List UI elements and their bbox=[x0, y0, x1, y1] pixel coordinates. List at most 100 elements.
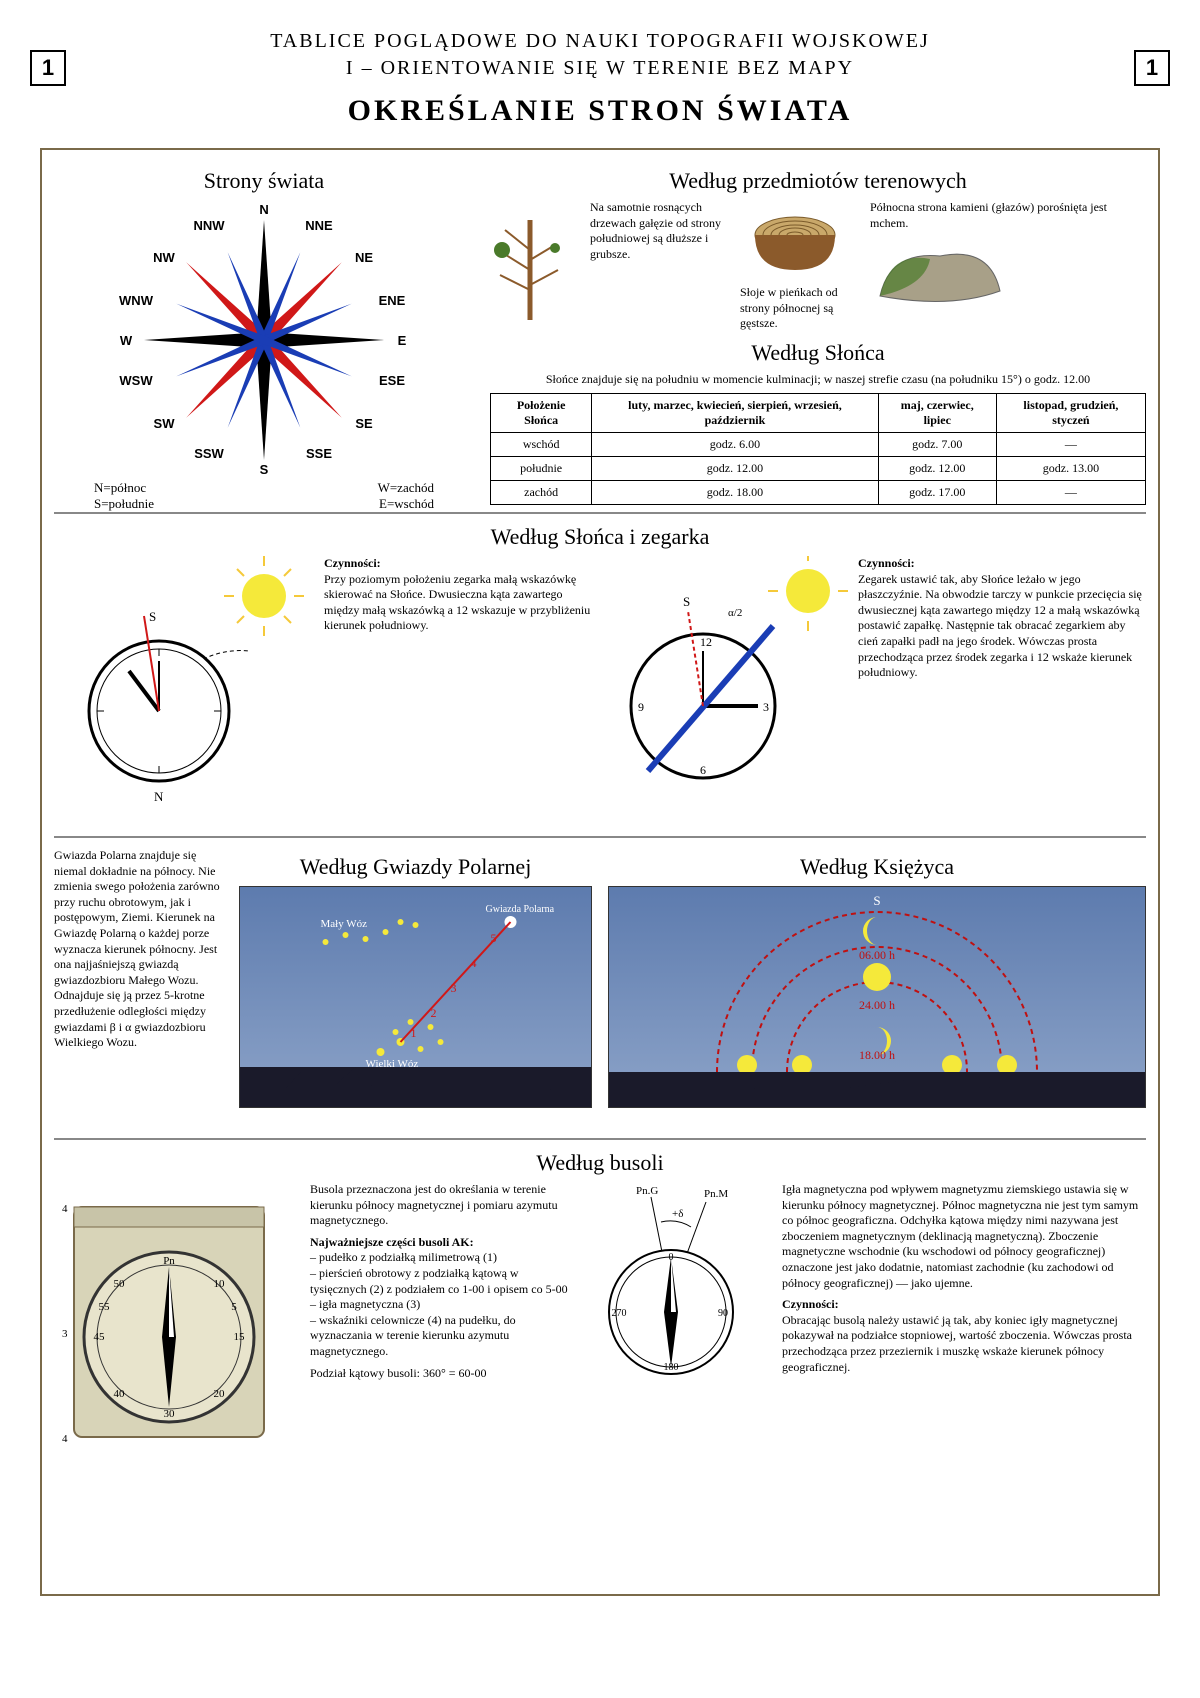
svg-text:30: 30 bbox=[164, 1408, 176, 1420]
page-header: 1 1 TABLICE POGLĄDOWE DO NAUKI TOPOGRAFI… bbox=[40, 30, 1160, 128]
legend-e: E=wschód bbox=[379, 496, 434, 512]
svg-text:2: 2 bbox=[431, 1006, 437, 1020]
sunwatch-title: Według Słońca i zegarka bbox=[54, 524, 1146, 550]
svg-text:α/2: α/2 bbox=[728, 607, 742, 619]
sun-table: Położenie Słońca luty, marzec, kwiecień,… bbox=[490, 393, 1146, 505]
busola-intro: Busola przeznaczona jest do określania w… bbox=[310, 1182, 570, 1229]
svg-text:NNW: NNW bbox=[193, 218, 225, 233]
svg-text:50: 50 bbox=[114, 1278, 126, 1290]
tree-icon bbox=[490, 200, 570, 320]
svg-text:1: 1 bbox=[411, 1026, 417, 1040]
svg-text:90: 90 bbox=[718, 1308, 728, 1319]
th2: maj, czerwiec, lipiec bbox=[878, 394, 996, 433]
rock-icon bbox=[870, 231, 1010, 311]
svg-text:5: 5 bbox=[491, 931, 497, 945]
svg-text:SSW: SSW bbox=[194, 446, 224, 461]
svg-text:Gwiazda Polarna: Gwiazda Polarna bbox=[486, 904, 555, 915]
content-frame: Strony świata bbox=[40, 148, 1160, 1596]
svg-text:4: 4 bbox=[62, 1203, 68, 1215]
supertitle: TABLICE POGLĄDOWE DO NAUKI TOPOGRAFII WO… bbox=[40, 30, 1160, 53]
busola-right-text: Igła magnetyczna pod wpływem magnetyzmu … bbox=[782, 1182, 1146, 1291]
svg-text:40: 40 bbox=[114, 1388, 126, 1400]
svg-text:06.00 h: 06.00 h bbox=[859, 948, 895, 962]
th0: Położenie Słońca bbox=[491, 394, 592, 433]
subtitle: I – ORIENTOWANIE SIĘ W TERENIE BEZ MAPY bbox=[40, 57, 1160, 80]
busola-device-diagram: Pn15 1050 4540 3020 555 44 3 bbox=[54, 1182, 284, 1462]
svg-text:Pn: Pn bbox=[163, 1255, 175, 1267]
busola-title: Według busoli bbox=[54, 1150, 1146, 1176]
svg-text:20: 20 bbox=[214, 1388, 226, 1400]
svg-text:NE: NE bbox=[355, 250, 373, 265]
svg-text:180: 180 bbox=[664, 1362, 679, 1373]
svg-text:55: 55 bbox=[99, 1301, 111, 1313]
terrain-title: Według przedmiotów terenowych bbox=[490, 168, 1146, 194]
svg-text:3: 3 bbox=[763, 700, 769, 714]
compass-rose-diagram: NNNENE ENEEESE SESSES SSWSWWSW WWNWNW NN… bbox=[104, 200, 424, 480]
polaris-diagram: 543 21 Mały Wóz Wielki Wóz Gwiazda Polar… bbox=[239, 886, 592, 1108]
watch-left-heading: Czynności: bbox=[324, 556, 592, 572]
svg-text:S: S bbox=[873, 893, 880, 908]
svg-text:S: S bbox=[149, 609, 156, 624]
page-number-right: 1 bbox=[1134, 50, 1170, 86]
svg-text:+δ: +δ bbox=[672, 1208, 683, 1220]
svg-text:3: 3 bbox=[62, 1328, 68, 1340]
svg-text:6: 6 bbox=[700, 763, 706, 777]
busola-part-3: – igła magnetyczna (3) bbox=[310, 1297, 570, 1313]
polaris-title: Według Gwiazdy Polarnej bbox=[239, 854, 592, 880]
sun-title: Według Słońca bbox=[490, 340, 1146, 366]
svg-text:270: 270 bbox=[612, 1308, 627, 1319]
busola-part-4: – wskaźniki celownicze (4) na pudełku, d… bbox=[310, 1313, 570, 1360]
svg-text:12: 12 bbox=[700, 635, 712, 649]
svg-text:Pn.M: Pn.M bbox=[704, 1188, 728, 1200]
svg-text:W: W bbox=[120, 333, 133, 348]
moon-title: Według Księżyca bbox=[608, 854, 1146, 880]
svg-text:WNW: WNW bbox=[119, 293, 154, 308]
svg-text:NNE: NNE bbox=[305, 218, 333, 233]
svg-text:45: 45 bbox=[94, 1331, 106, 1343]
svg-text:15: 15 bbox=[234, 1331, 246, 1343]
svg-text:SW: SW bbox=[154, 416, 176, 431]
polaris-text: Gwiazda Polarna znajduje się niemal dokł… bbox=[54, 848, 229, 1128]
compass-title: Strony świata bbox=[54, 168, 474, 194]
watch-right-text: Zegarek ustawić tak, aby Słońce leżało w… bbox=[858, 572, 1146, 681]
th3: listopad, grudzień, styczeń bbox=[996, 394, 1145, 433]
th1: luty, marzec, kwiecień, sierpień, wrzesi… bbox=[592, 394, 878, 433]
svg-text:24.00 h: 24.00 h bbox=[859, 998, 895, 1012]
main-title: OKREŚLANIE STRON ŚWIATA bbox=[40, 94, 1160, 128]
svg-text:Pn.G: Pn.G bbox=[636, 1185, 658, 1197]
svg-text:4: 4 bbox=[471, 956, 477, 970]
busola-part-1: – pudełko z podziałką milimetrową (1) bbox=[310, 1250, 570, 1266]
svg-text:18.00 h: 18.00 h bbox=[859, 1048, 895, 1062]
rock-text: Północna strona kamieni (głazów) porośni… bbox=[870, 200, 1146, 231]
svg-text:N: N bbox=[259, 202, 268, 217]
stump-icon bbox=[740, 200, 850, 280]
svg-text:4: 4 bbox=[62, 1433, 68, 1445]
declination-diagram: Pn.G Pn.M +δ 0 90 180 270 bbox=[586, 1182, 756, 1412]
legend-n: N=północ bbox=[94, 480, 146, 496]
svg-text:N: N bbox=[154, 789, 164, 804]
svg-text:0: 0 bbox=[669, 1252, 674, 1263]
svg-text:Mały Wóz: Mały Wóz bbox=[321, 918, 368, 930]
busola-parts-heading: Najważniejsze części busoli AK: bbox=[310, 1235, 570, 1251]
svg-text:ESE: ESE bbox=[379, 373, 405, 388]
svg-text:SSE: SSE bbox=[306, 446, 332, 461]
watch-left-diagram: S N bbox=[54, 556, 314, 806]
tree-text: Na samotnie rosnących drzewach gałęzie o… bbox=[590, 200, 730, 332]
svg-text:E: E bbox=[398, 333, 407, 348]
watch-left-text: Przy poziomym położeniu zegarka małą wsk… bbox=[324, 572, 592, 634]
busola-part-2: – pierścień obrotowy z podziałką kątową … bbox=[310, 1266, 570, 1297]
moon-diagram: 06.00 h 24.00 h 18.00 h 24.00 h 18.00 h … bbox=[608, 886, 1146, 1108]
svg-text:SE: SE bbox=[355, 416, 373, 431]
busola-right-proc: Obracając busolą należy ustawić ją tak, … bbox=[782, 1313, 1146, 1375]
svg-text:3: 3 bbox=[451, 981, 457, 995]
busola-scale: Podział kątowy busoli: 360° = 60-00 bbox=[310, 1366, 570, 1382]
svg-text:NW: NW bbox=[153, 250, 175, 265]
svg-text:9: 9 bbox=[638, 700, 644, 714]
watch-right-heading: Czynności: bbox=[858, 556, 1146, 572]
watch-right-diagram: 123 69 S α/2 bbox=[608, 556, 848, 806]
busola-right-heading: Czynności: bbox=[782, 1297, 1146, 1313]
sun-intro: Słońce znajduje się na południu w momenc… bbox=[490, 372, 1146, 388]
stump-text: Słoje w pieńkach od strony północnej są … bbox=[740, 285, 860, 332]
svg-text:5: 5 bbox=[231, 1301, 237, 1313]
page-number-left: 1 bbox=[30, 50, 66, 86]
